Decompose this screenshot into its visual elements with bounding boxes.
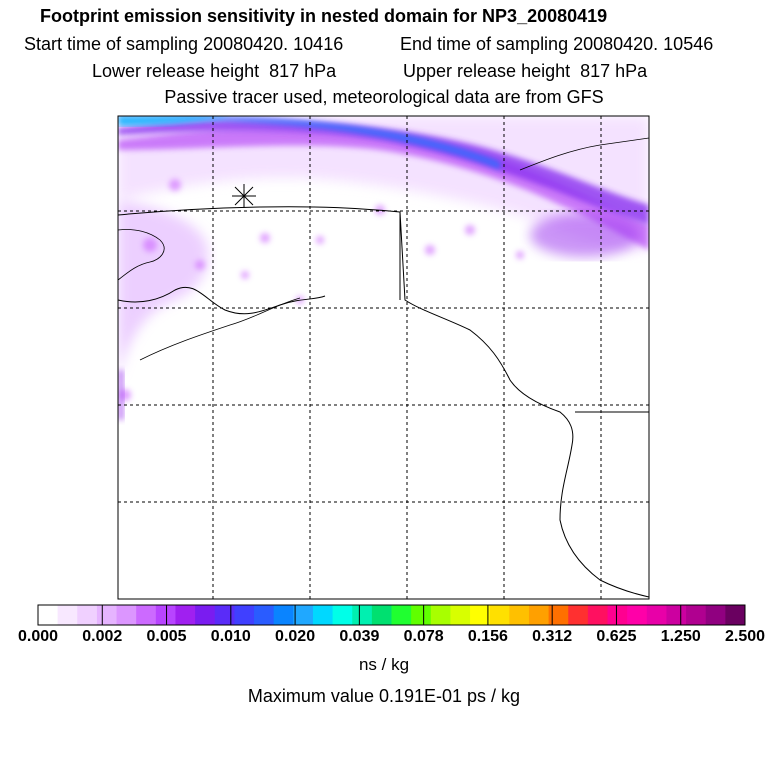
colorbar-cell [136, 605, 157, 625]
coastline [118, 206, 649, 598]
colorbar-tick-label: 0.005 [146, 628, 187, 645]
colorbar-cell [470, 605, 491, 625]
colorbar-cell [195, 605, 216, 625]
tracer-note: Passive tracer used, meteorological data… [164, 87, 604, 107]
colorbar-cell [509, 605, 530, 625]
colorbar-cell [548, 605, 569, 625]
map-frame [117, 115, 650, 600]
colorbar-cell [175, 605, 196, 625]
sampling-end: End time of sampling 20080420. 10546 [400, 34, 714, 54]
colorbar-cell [705, 605, 726, 625]
release-upper: Upper release height 817 hPa [403, 61, 648, 81]
western-alaska-coast [118, 229, 165, 281]
colorbar-cell [57, 605, 78, 625]
field-light-band [118, 116, 649, 250]
colorbar-tick-label: 0.000 [17, 628, 59, 645]
receptor-star-icon [232, 184, 256, 208]
field-left-edge [118, 370, 124, 420]
sampling-start: Start time of sampling 20080420. 10416 [24, 34, 344, 54]
colorbar-cell [568, 605, 589, 625]
colorbar-cell [686, 605, 707, 625]
field-right-patch [530, 213, 640, 257]
colorbar-cell [155, 605, 176, 625]
colorbar [37, 604, 746, 626]
colorbar-tick-label: 0.020 [275, 628, 316, 645]
field-purple-band [118, 128, 649, 250]
colorbar-cell [411, 605, 432, 625]
colorbar-tick-label: 0.312 [532, 628, 573, 645]
colorbar-tick-label: 0.156 [467, 628, 508, 645]
colorbar-cell [332, 605, 353, 625]
colorbar-cell [391, 605, 412, 625]
colorbar-cell [430, 605, 451, 625]
colorbar-cell [352, 605, 373, 625]
field-left-coast [118, 200, 209, 380]
colorbar-cell [489, 605, 510, 625]
colorbar-tick-label: 1.250 [660, 628, 701, 645]
colorbar-cell [38, 605, 59, 625]
colorbar-tick-label: 0.002 [82, 628, 123, 645]
colorbar-cell [627, 605, 648, 625]
peninsula-coast [139, 297, 301, 361]
colorbar-frame [37, 604, 746, 626]
colorbar-cell [273, 605, 294, 625]
field-violet-core [118, 119, 649, 225]
colorbar-cell [96, 605, 118, 625]
max-value-label: Maximum value 0.191E-01 ps / kg [247, 686, 521, 706]
colorbar-cell [116, 605, 137, 625]
colorbar-cell [312, 605, 334, 625]
colorbar-cell [450, 605, 471, 625]
colorbar-cell [293, 605, 314, 625]
field-cyan-max [118, 116, 230, 126]
colorbar-tick-label: 2.500 [724, 628, 766, 645]
colorbar-tick-label: 0.010 [210, 628, 251, 645]
colorbar-cell [607, 605, 628, 625]
lat-lon-grid [118, 116, 649, 599]
colorbar-tick-label: 0.078 [403, 628, 444, 645]
colorbar-cell [587, 605, 609, 625]
colorbar-cell [77, 605, 98, 625]
colorbar-cell [528, 605, 550, 625]
chart-title: Footprint emission sensitivity in nested… [40, 6, 608, 26]
release-lower: Lower release height 817 hPa [92, 61, 337, 81]
colorbar-tick-label: 0.039 [339, 628, 380, 645]
colorbar-tick-label: 0.625 [596, 628, 637, 645]
colorbar-cell [371, 605, 392, 625]
colorbar-cell [254, 605, 275, 625]
arctic-coast [519, 137, 649, 171]
aleutian-coast [118, 286, 326, 315]
colorbar-cell [725, 605, 746, 625]
field-blue-jet [118, 116, 500, 170]
colorbar-cell [234, 605, 255, 625]
colorbar-cell [666, 605, 687, 625]
sensitivity-field [118, 116, 649, 598]
colorbar-cell [646, 605, 667, 625]
colorbar-units: ns / kg [358, 655, 410, 674]
colorbar-cell [214, 605, 235, 625]
